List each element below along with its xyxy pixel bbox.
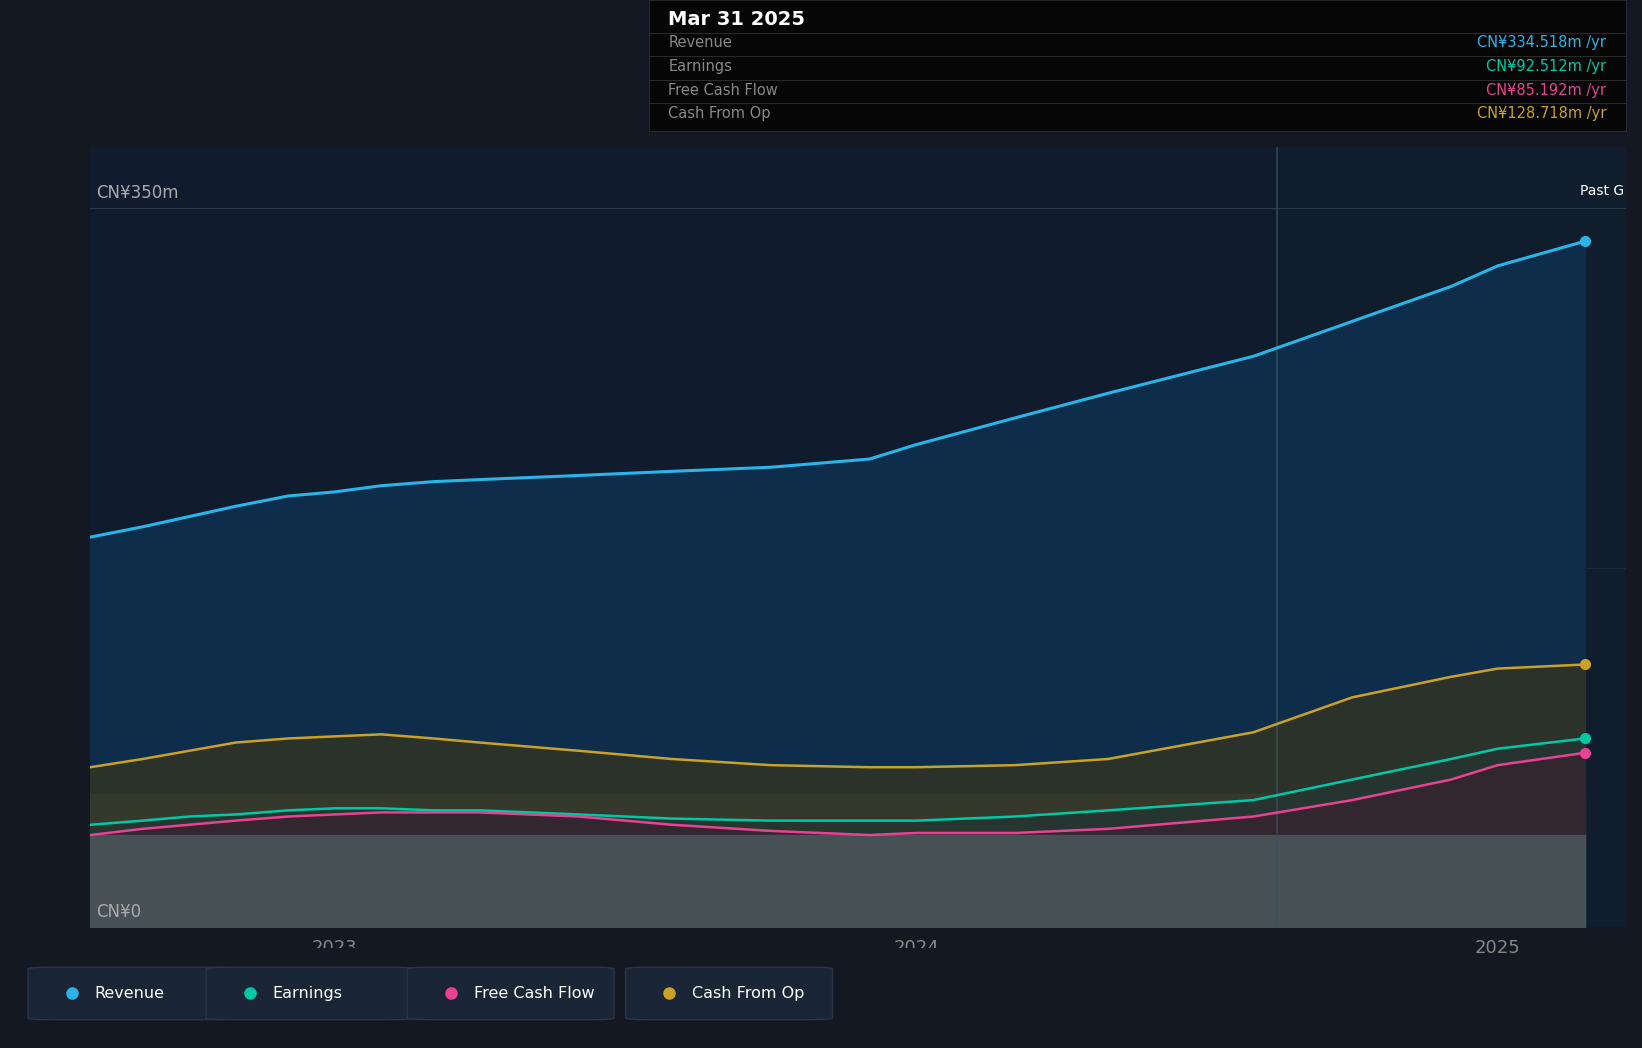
Text: Cash From Op: Cash From Op — [668, 106, 770, 122]
Text: Mar 31 2025: Mar 31 2025 — [668, 10, 805, 29]
Text: CN¥350m: CN¥350m — [97, 184, 179, 202]
Text: CN¥92.512m /yr: CN¥92.512m /yr — [1486, 59, 1606, 74]
Text: CN¥334.518m /yr: CN¥334.518m /yr — [1478, 36, 1606, 50]
Text: Free Cash Flow: Free Cash Flow — [668, 83, 778, 97]
Text: Past G: Past G — [1580, 183, 1624, 198]
FancyBboxPatch shape — [28, 967, 235, 1020]
Text: CN¥85.192m /yr: CN¥85.192m /yr — [1486, 83, 1606, 97]
FancyBboxPatch shape — [407, 967, 614, 1020]
FancyBboxPatch shape — [207, 967, 414, 1020]
FancyBboxPatch shape — [626, 967, 832, 1020]
Text: Earnings: Earnings — [273, 986, 343, 1001]
Text: CN¥0: CN¥0 — [97, 903, 141, 921]
Bar — [90, 147, 1277, 927]
Text: CN¥128.718m /yr: CN¥128.718m /yr — [1476, 106, 1606, 122]
Text: Revenue: Revenue — [95, 986, 164, 1001]
Text: Cash From Op: Cash From Op — [693, 986, 805, 1001]
Text: Free Cash Flow: Free Cash Flow — [475, 986, 594, 1001]
Text: Revenue: Revenue — [668, 36, 732, 50]
Bar — [1277, 147, 1626, 927]
Text: Earnings: Earnings — [668, 59, 732, 74]
